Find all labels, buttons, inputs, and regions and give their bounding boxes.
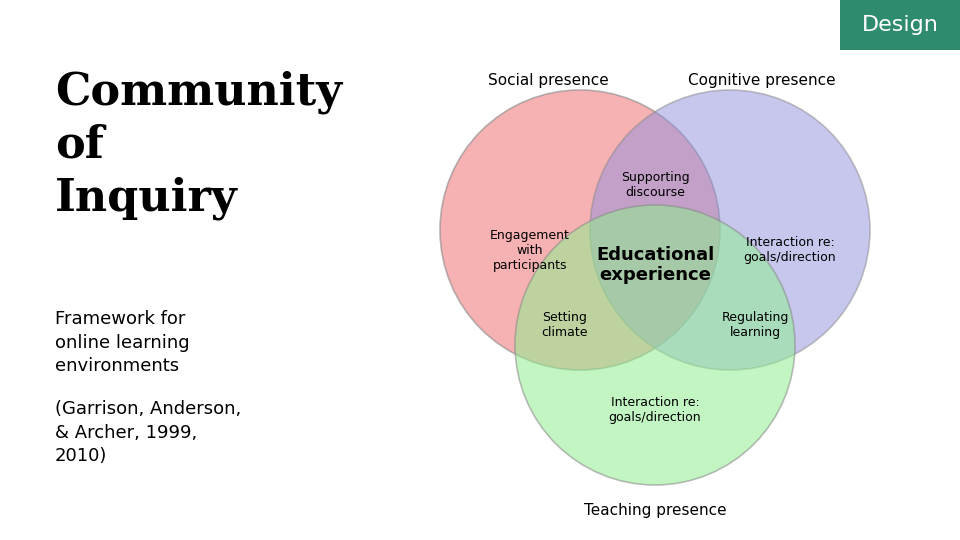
Text: Interaction re:
goals/direction: Interaction re: goals/direction bbox=[609, 396, 702, 424]
Text: Supporting
discourse: Supporting discourse bbox=[621, 171, 689, 199]
Text: Cognitive presence: Cognitive presence bbox=[688, 72, 835, 87]
Text: Educational
experience: Educational experience bbox=[596, 246, 714, 285]
Text: Interaction re:
goals/direction: Interaction re: goals/direction bbox=[744, 236, 836, 264]
Text: Teaching presence: Teaching presence bbox=[584, 503, 727, 517]
Text: Engagement
with
participants: Engagement with participants bbox=[490, 228, 570, 272]
Circle shape bbox=[440, 90, 720, 370]
Circle shape bbox=[590, 90, 870, 370]
Text: Social presence: Social presence bbox=[488, 72, 609, 87]
Text: (Garrison, Anderson,
& Archer, 1999,
2010): (Garrison, Anderson, & Archer, 1999, 201… bbox=[55, 400, 241, 465]
Text: Setting
climate: Setting climate bbox=[541, 311, 588, 339]
Text: Framework for
online learning
environments: Framework for online learning environmen… bbox=[55, 310, 190, 375]
Text: Design: Design bbox=[861, 15, 939, 35]
Circle shape bbox=[515, 205, 795, 485]
Text: Regulating
learning: Regulating learning bbox=[721, 311, 789, 339]
FancyBboxPatch shape bbox=[840, 0, 960, 50]
Text: Community
of
Inquiry: Community of Inquiry bbox=[55, 70, 342, 220]
